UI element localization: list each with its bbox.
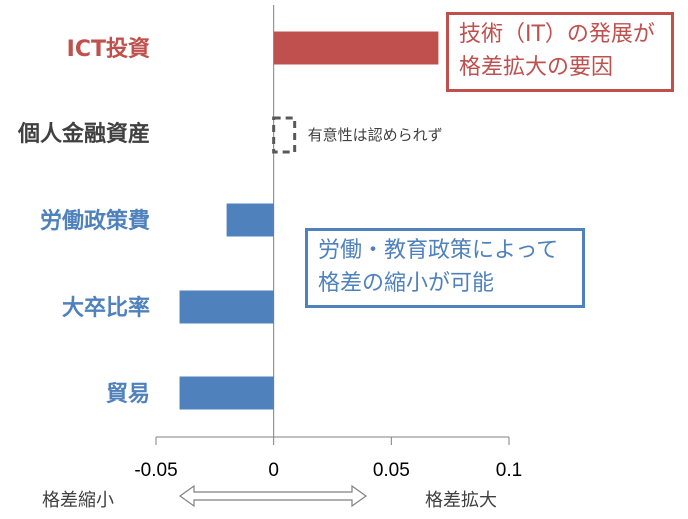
callout-policy: 労働・教育政策によって 格差の縮小が可能 xyxy=(305,228,585,308)
x-tick-label: 0.1 xyxy=(496,460,522,481)
x-tick-label: 0.05 xyxy=(373,460,410,481)
direction-arrow xyxy=(178,484,368,508)
x-tick-label: 0 xyxy=(268,460,279,481)
x-tick-label: -0.05 xyxy=(134,460,177,481)
callout-ict: 技術（IT）の発展が 格差拡大の要因 xyxy=(446,12,674,92)
category-label: 貿易 xyxy=(106,382,150,407)
callout-policy-line2: 格差の縮小が可能 xyxy=(318,271,495,296)
callout-policy-line1: 労働・教育政策によって xyxy=(318,238,559,263)
bar xyxy=(179,376,274,410)
insignificant-marker xyxy=(272,116,297,154)
category-label: ICT投資 xyxy=(67,36,150,62)
category-label: 個人金融資産 xyxy=(17,121,150,147)
bar xyxy=(179,290,274,324)
direction-label-left: 格差縮小 xyxy=(42,490,114,511)
direction-label-right: 格差拡大 xyxy=(425,490,497,511)
insignificant-note: 有意性は認められず xyxy=(308,126,443,144)
bar xyxy=(226,203,274,237)
category-label: 労働政策費 xyxy=(40,208,150,234)
callout-ict-line1: 技術（IT）の発展が xyxy=(459,22,655,47)
callout-ict-line2: 格差拡大の要因 xyxy=(459,55,614,80)
bar xyxy=(273,31,439,65)
category-label: 大卒比率 xyxy=(62,295,150,321)
